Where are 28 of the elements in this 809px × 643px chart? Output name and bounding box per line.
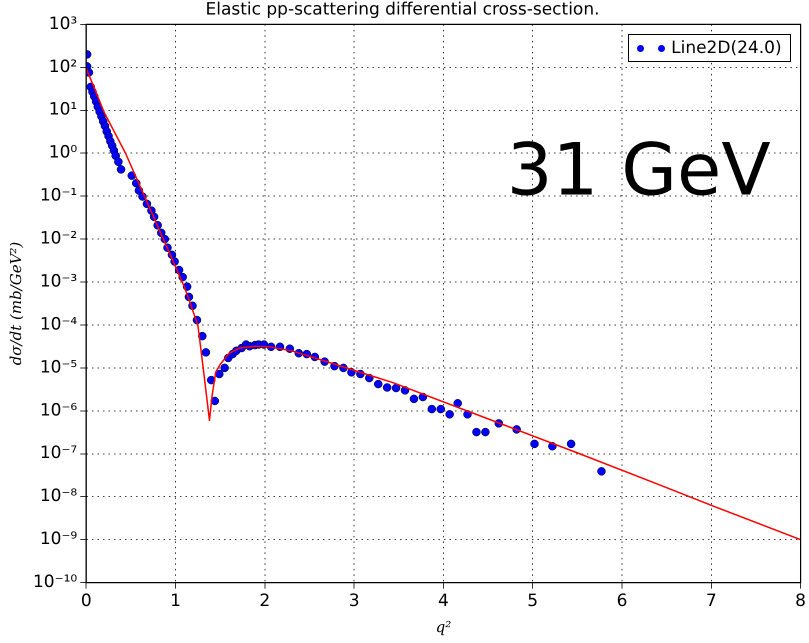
y-tick-label: 10⁻⁷ <box>40 443 78 464</box>
x-tick-label: 7 <box>706 591 717 612</box>
y-tick-label: 10⁻¹ <box>40 186 78 206</box>
x-tick-label: 6 <box>616 591 628 612</box>
x-tick-label: 0 <box>80 591 92 612</box>
x-tick-label: 2 <box>259 591 270 612</box>
annotation: 31 GeV <box>506 127 771 212</box>
y-tick-label: 10⁻⁸ <box>40 486 78 506</box>
y-tick-label: 10⁰ <box>48 142 78 163</box>
x-tick-label: 5 <box>527 591 538 612</box>
y-tick-label: 10⁻¹⁰ <box>32 572 78 592</box>
x-tick-label: 3 <box>348 591 360 612</box>
y-tick-label: 10⁻⁶ <box>40 400 78 420</box>
y-tick-label: 10¹ <box>48 100 78 120</box>
y-tick-label: 10⁻² <box>40 228 78 249</box>
y-tick-label: 10⁻⁵ <box>40 357 78 378</box>
y-tick-label: 10³ <box>48 14 78 34</box>
legend-label: Line2D(24.0) <box>671 38 782 58</box>
chart-title: Elastic pp-scattering differential cross-section. <box>206 0 600 20</box>
y-tick-label: 10² <box>48 56 78 77</box>
x-tick-label: 4 <box>438 591 449 612</box>
y-tick-label: 10⁻⁹ <box>40 529 78 550</box>
x-tick-label: 1 <box>170 591 181 612</box>
y-tick-label: 10⁻³ <box>40 271 78 292</box>
y-axis-title: dσ/dt (mb/GeV²) <box>6 242 25 366</box>
x-tick-label: 8 <box>795 591 806 612</box>
x-axis-title: q² <box>436 618 452 636</box>
y-tick-label: 10⁻⁴ <box>40 314 78 334</box>
